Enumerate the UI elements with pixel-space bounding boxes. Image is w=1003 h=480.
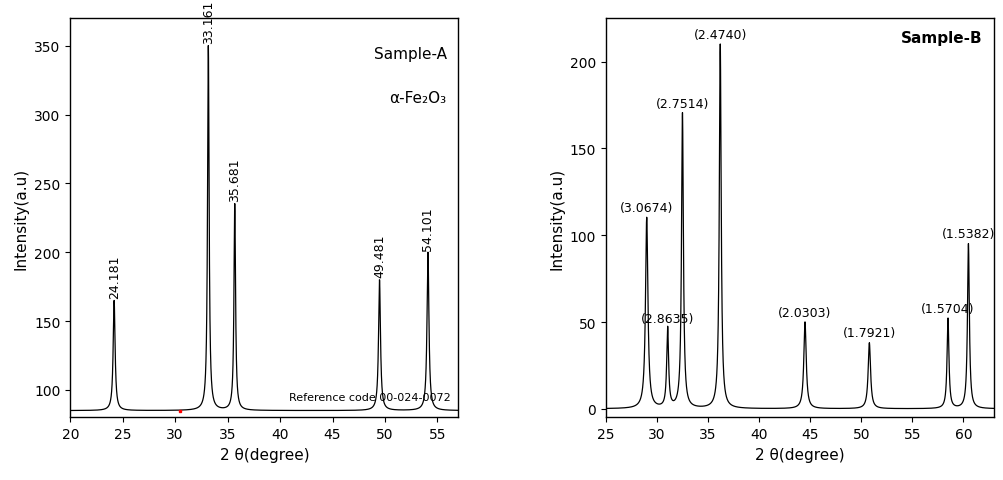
Text: Sample-B: Sample-B xyxy=(900,31,981,46)
Text: 33.161: 33.161 xyxy=(202,0,215,44)
Text: 54.101: 54.101 xyxy=(421,206,434,250)
Text: Sample-A: Sample-A xyxy=(373,47,446,62)
Text: (2.4740): (2.4740) xyxy=(693,29,746,42)
Text: Reference code 00-024-0072: Reference code 00-024-0072 xyxy=(289,392,450,402)
Y-axis label: Intensity(a.u): Intensity(a.u) xyxy=(549,168,564,269)
Text: 49.481: 49.481 xyxy=(373,234,385,277)
Text: 24.181: 24.181 xyxy=(107,255,120,298)
Y-axis label: Intensity(a.u): Intensity(a.u) xyxy=(14,168,29,269)
Text: (2.7514): (2.7514) xyxy=(655,98,708,111)
Text: (2.8635): (2.8635) xyxy=(640,313,694,326)
Text: (3.0674): (3.0674) xyxy=(620,202,673,215)
X-axis label: 2 θ(degree): 2 θ(degree) xyxy=(220,447,309,462)
Text: (1.7921): (1.7921) xyxy=(842,327,895,340)
Text: (1.5704): (1.5704) xyxy=(921,302,974,315)
X-axis label: 2 θ(degree): 2 θ(degree) xyxy=(754,447,844,462)
Text: 35.681: 35.681 xyxy=(228,158,241,202)
Text: (1.5382): (1.5382) xyxy=(941,228,994,241)
Text: (2.0303): (2.0303) xyxy=(777,306,830,319)
Text: α-Fe₂O₃: α-Fe₂O₃ xyxy=(389,91,446,106)
